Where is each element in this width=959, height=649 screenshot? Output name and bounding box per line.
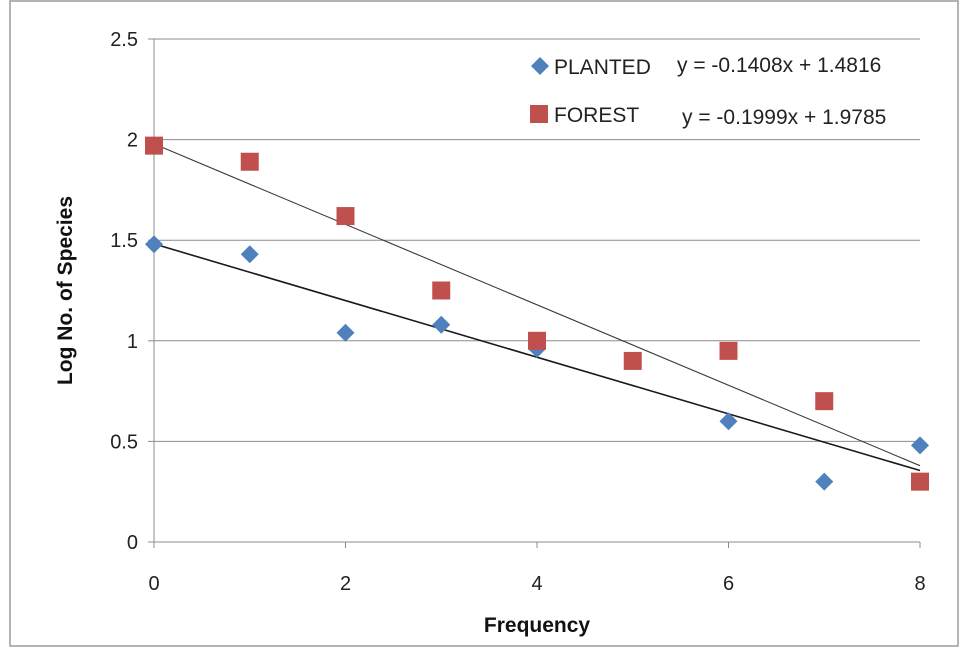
legend-entry-planted: PLANTED y = -0.1408x + 1.4816 [531,54,881,79]
point-planted-6 [815,472,834,491]
x-tick-labels: 0 2 4 6 8 [148,542,926,595]
legend-marker-forest [530,105,548,123]
trendline-forest [153,143,921,467]
point-forest-4 [528,331,546,350]
point-forest-1 [240,152,259,171]
x-tick-label-0: 0 [148,573,159,595]
point-planted-0 [145,235,163,254]
legend-entry-forest: FOREST y = -0.1999x + 1.9785 [530,104,886,129]
x-axis-title: Frequency [484,614,591,637]
y-tick-label-2-5: 2.5 [110,29,138,51]
x-tick-label-8: 8 [914,573,925,595]
y-tick-label-0-5: 0.5 [110,431,138,453]
legend-marker-planted [531,57,549,75]
point-planted-5 [719,412,738,431]
point-forest-8 [911,472,929,491]
trendline-equation-planted: y = -0.1408x + 1.4816 [677,54,881,77]
point-forest-7 [815,392,834,411]
x-tick-label-2: 2 [340,573,351,595]
gridlines [154,38,920,442]
data-points [145,136,929,491]
chart-border [9,0,959,647]
point-planted-7 [911,436,929,455]
point-planted-1 [240,245,259,264]
y-tick-label-1: 1 [127,331,138,353]
x-tick-label-4: 4 [531,573,542,595]
point-forest-3 [432,281,451,300]
point-forest-5 [623,351,642,370]
trendline-equation-forest: y = -0.1999x + 1.9785 [682,106,886,129]
y-tick-label-2: 2 [127,130,138,152]
y-tick-label-1-5: 1.5 [110,230,138,252]
point-forest-6 [719,341,738,360]
legend-label-forest: FOREST [554,104,639,127]
point-planted-2 [336,323,355,342]
y-axis-title: Log No. of Species [54,196,77,385]
legend: PLANTED y = -0.1408x + 1.4816 FOREST y =… [530,54,886,129]
point-forest-2 [336,207,355,226]
point-forest-0 [145,136,163,155]
y-tick-labels: 0 0.5 1 1.5 2 2.5 [110,29,154,554]
point-planted-3 [432,315,451,334]
x-tick-label-6: 6 [723,573,734,595]
legend-label-planted: PLANTED [554,56,651,79]
y-tick-label-0: 0 [127,532,138,554]
